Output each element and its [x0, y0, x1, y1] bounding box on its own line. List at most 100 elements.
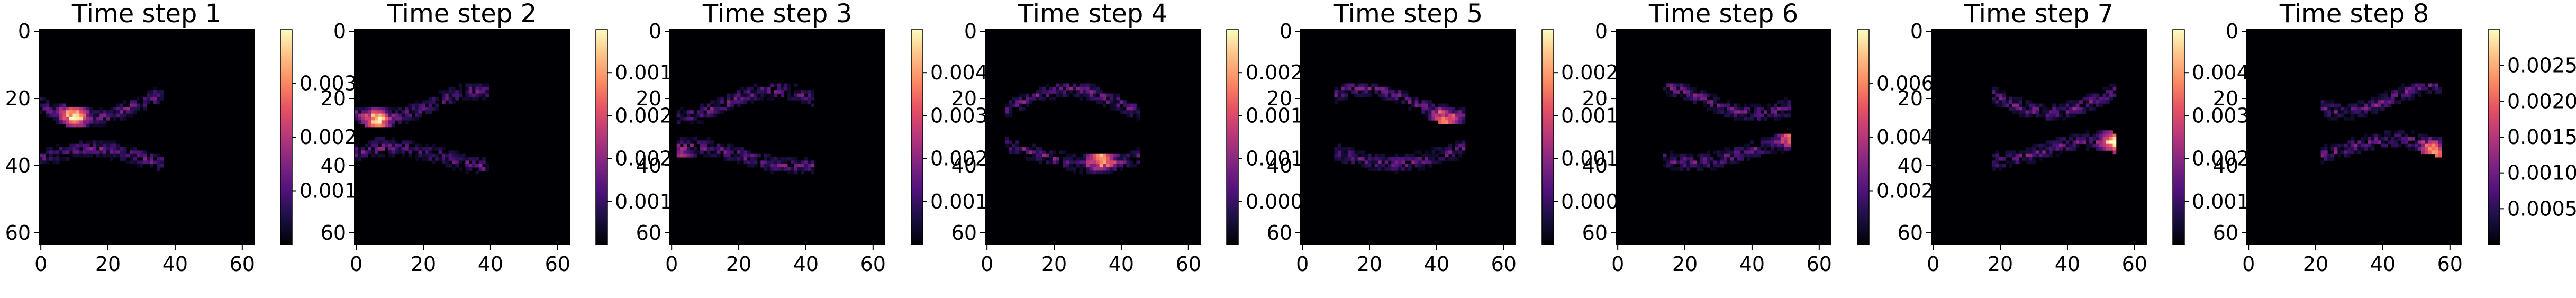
heatmap-cell — [49, 113, 53, 118]
heatmap-cell — [59, 157, 63, 161]
heatmap-cell — [451, 93, 456, 97]
heatmap-cell — [703, 113, 708, 118]
heatmap-cell — [1438, 113, 1442, 118]
heatmap-cell — [388, 123, 392, 128]
heatmap-cell — [1026, 93, 1029, 97]
heatmap-cell — [2002, 164, 2006, 168]
heatmap-cell — [361, 147, 365, 151]
heatmap-cell — [2035, 153, 2039, 158]
heatmap-cell — [2112, 143, 2117, 148]
heatmap-cell — [2015, 103, 2019, 107]
heatmap-cell — [1387, 157, 1392, 161]
heatmap-cell — [1367, 157, 1372, 161]
heatmap-cell — [1398, 164, 1402, 168]
heatmap-cell — [2096, 103, 2100, 107]
heatmap-cell — [475, 96, 479, 101]
heatmap-cell — [1354, 153, 1358, 158]
heatmap-cell — [2374, 137, 2378, 141]
heatmap-cell — [2032, 157, 2036, 161]
heatmap-cell — [378, 106, 382, 111]
heatmap-cell — [683, 143, 687, 148]
heatmap-cell — [2106, 140, 2110, 145]
heatmap-cell — [1693, 90, 1697, 94]
heatmap-cell — [448, 90, 452, 94]
heatmap-cell — [438, 150, 442, 155]
heatmap-cell — [375, 110, 378, 114]
heatmap-cell — [2065, 106, 2070, 111]
heatmap-cell — [2099, 103, 2103, 107]
heatmap-cell — [1126, 103, 1130, 107]
heatmap-cell — [1089, 86, 1093, 91]
heatmap-cell — [441, 157, 446, 161]
heatmap-cell — [1670, 83, 1674, 87]
colorbar — [1541, 29, 1554, 245]
heatmap-cell — [2039, 103, 2043, 107]
heatmap-cell — [1747, 110, 1751, 114]
heatmap-cell — [727, 96, 731, 101]
heatmap-cell — [1377, 153, 1382, 158]
heatmap-cell — [1109, 167, 1113, 171]
heatmap-cell — [106, 116, 110, 121]
heatmap-cell — [388, 153, 392, 158]
heatmap-cell — [2381, 140, 2385, 145]
heatmap-cell — [113, 106, 117, 111]
heatmap-cell — [797, 164, 801, 168]
heatmap-cell — [39, 110, 43, 114]
heatmap-cell — [1670, 167, 1674, 171]
heatmap-cell — [445, 93, 449, 97]
heatmap-cell — [686, 140, 691, 145]
heatmap-cell — [2012, 153, 2016, 158]
heatmap-cell — [1082, 83, 1086, 87]
heatmap-cell — [126, 110, 130, 114]
heatmap-cell — [1700, 164, 1704, 168]
heatmap-cell — [2361, 137, 2365, 141]
heatmap-cell — [2052, 147, 2056, 151]
heatmap-cell — [1015, 140, 1019, 145]
heatmap-cell — [83, 116, 87, 121]
heatmap-cell — [59, 147, 63, 151]
heatmap-cell — [1757, 106, 1761, 111]
heatmap-cell — [706, 147, 711, 151]
heatmap-cell — [2381, 143, 2385, 148]
heatmap-cell — [2079, 106, 2083, 111]
heatmap-cell — [730, 150, 734, 155]
heatmap-cell — [478, 86, 483, 91]
heatmap-cell — [425, 106, 429, 111]
heatmap-cell — [2045, 140, 2049, 145]
heatmap-cell — [381, 143, 385, 148]
heatmap-cell — [740, 86, 744, 91]
heatmap-cell — [733, 100, 738, 104]
heatmap-cell — [1757, 113, 1761, 118]
heatmap-cell — [1713, 96, 1717, 101]
heatmap-cell — [485, 164, 489, 168]
heatmap-cell — [395, 140, 398, 145]
heatmap-cell — [2049, 116, 2053, 121]
heatmap-cell — [1992, 164, 1996, 168]
heatmap-cell — [120, 116, 123, 121]
heatmap-cell — [2411, 137, 2415, 141]
heatmap-cell — [686, 113, 691, 118]
heatmap-cell — [1381, 86, 1385, 91]
heatmap-cell — [56, 113, 60, 118]
heatmap-cell — [1062, 90, 1066, 94]
heatmap-cell — [147, 160, 150, 165]
heatmap-cell — [1391, 157, 1395, 161]
heatmap-cell — [1005, 140, 1009, 145]
heatmap-cell — [2015, 153, 2019, 158]
heatmap-cell — [1052, 90, 1056, 94]
heatmap-cell — [93, 116, 97, 121]
heatmap-cell — [76, 153, 80, 158]
heatmap-cell — [2025, 103, 2029, 107]
heatmap-cell — [59, 150, 63, 155]
heatmap-cell — [1408, 100, 1412, 104]
heatmap-cell — [1069, 153, 1073, 158]
heatmap-cell — [157, 96, 160, 101]
heatmap-cell — [747, 86, 751, 91]
heatmap-cell — [2082, 106, 2087, 111]
heatmap-cell — [1780, 100, 1784, 104]
heatmap-cell — [441, 93, 446, 97]
heatmap-cell — [2421, 147, 2425, 151]
heatmap-cell — [431, 106, 436, 111]
heatmap-cell — [2102, 147, 2107, 151]
heatmap-cell — [408, 113, 412, 118]
